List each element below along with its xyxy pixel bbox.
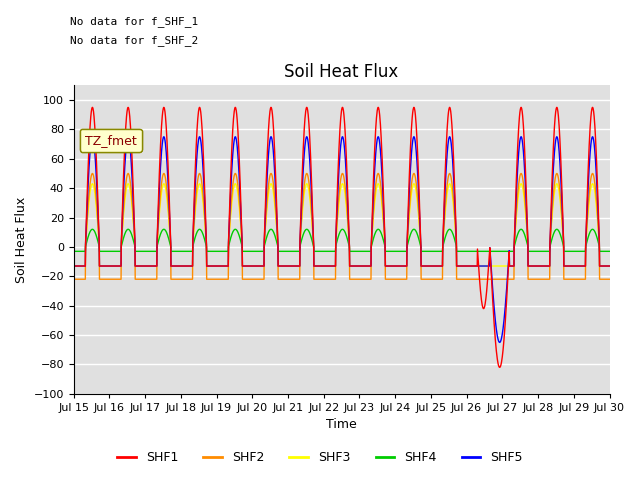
SHF2 [357, 276, 365, 282]
SHF1 [357, 263, 365, 269]
SHF1 [220, 263, 227, 269]
SHF2 [605, 276, 613, 282]
SHF5 [605, 263, 613, 269]
SHF1 [559, 207, 566, 213]
Line: SHF3: SHF3 [74, 184, 609, 266]
SHF1 [573, 263, 581, 269]
SHF2 [573, 276, 581, 282]
Legend: SHF1, SHF2, SHF3, SHF4, SHF5: SHF1, SHF2, SHF3, SHF4, SHF5 [112, 446, 528, 469]
SHF5 [496, 339, 504, 345]
SHF3 [605, 263, 613, 269]
SHF5 [374, 134, 382, 140]
Legend: TZ_fmet: TZ_fmet [80, 129, 141, 152]
Line: SHF5: SHF5 [74, 137, 609, 342]
SHF2 [374, 170, 382, 176]
SHF4 [374, 227, 382, 232]
SHF1 [70, 263, 77, 269]
SHF2 [497, 276, 505, 282]
SHF2 [369, 224, 376, 229]
SHF3 [70, 263, 77, 269]
SHF2 [220, 276, 227, 282]
SHF2 [70, 276, 77, 282]
SHF4 [497, 249, 505, 254]
SHF1 [605, 263, 613, 269]
SHF3 [369, 227, 376, 232]
SHF4 [369, 239, 376, 245]
SHF5 [498, 335, 506, 341]
X-axis label: Time: Time [326, 419, 357, 432]
SHF3 [220, 263, 227, 269]
SHF4 [357, 249, 365, 254]
SHF3 [357, 263, 365, 269]
SHF5 [357, 263, 365, 269]
SHF4 [605, 249, 613, 254]
SHF5 [220, 263, 227, 269]
SHF5 [70, 263, 77, 269]
SHF5 [573, 263, 581, 269]
Line: SHF1: SHF1 [74, 108, 609, 367]
SHF3 [497, 263, 505, 269]
SHF4 [220, 249, 227, 254]
SHF5 [559, 215, 566, 221]
SHF2 [559, 221, 566, 227]
Line: SHF4: SHF4 [74, 229, 609, 252]
SHF3 [559, 224, 566, 230]
Line: SHF2: SHF2 [74, 173, 609, 279]
SHF1 [374, 105, 382, 110]
SHF3 [573, 263, 581, 269]
Text: No data for f_SHF_2: No data for f_SHF_2 [70, 35, 198, 46]
Text: No data for f_SHF_1: No data for f_SHF_1 [70, 16, 198, 27]
SHF4 [559, 239, 566, 244]
SHF4 [573, 249, 581, 254]
SHF3 [374, 181, 382, 187]
SHF1 [496, 364, 504, 370]
Title: Soil Heat Flux: Soil Heat Flux [284, 63, 399, 81]
SHF4 [70, 249, 77, 254]
SHF1 [498, 359, 506, 365]
Y-axis label: Soil Heat Flux: Soil Heat Flux [15, 196, 28, 283]
SHF1 [369, 205, 376, 211]
SHF5 [369, 214, 376, 219]
